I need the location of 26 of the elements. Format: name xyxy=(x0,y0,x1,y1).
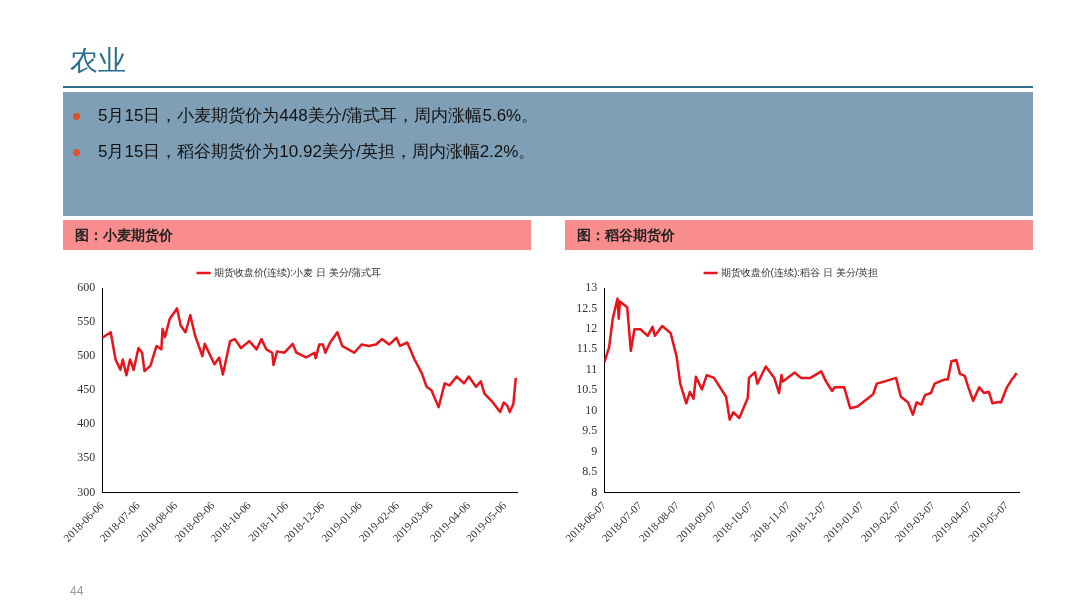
legend-label: 期货收盘价(连续):小麦 日 美分/蒲式耳 xyxy=(213,266,382,278)
y-tick-label: 10 xyxy=(585,402,598,417)
y-tick-label: 13 xyxy=(585,280,598,295)
y-tick-label: 12.5 xyxy=(576,300,598,315)
y-tick-label: 300 xyxy=(77,484,96,499)
text: 44 xyxy=(70,584,84,598)
text: 5月15日，小麦期货价为448美分/蒲式耳，周内涨幅5.6%。 xyxy=(98,106,539,125)
y-tick-label: 10.5 xyxy=(576,382,598,397)
chart-title: 图：小麦期货价 xyxy=(63,220,531,250)
y-tick-label: 11.5 xyxy=(576,341,598,356)
y-tick-label: 600 xyxy=(77,280,96,295)
legend-label: 期货收盘价(连续):稻谷 日 美分/英担 xyxy=(720,266,879,278)
y-tick-label: 12 xyxy=(585,321,598,336)
y-tick-label: 550 xyxy=(77,314,96,329)
y-tick-label: 400 xyxy=(77,416,96,431)
y-tick-label: 500 xyxy=(77,348,96,363)
y-tick-label: 9 xyxy=(591,443,598,458)
y-tick-label: 9.5 xyxy=(582,423,598,438)
y-tick-label: 8.5 xyxy=(582,464,598,479)
y-tick-label: 8 xyxy=(591,484,598,499)
text: 农业 xyxy=(70,44,126,78)
y-tick-label: 11 xyxy=(585,361,598,376)
chart-title: 图：稻谷期货价 xyxy=(565,220,1033,250)
y-tick-label: 450 xyxy=(77,382,96,397)
text: 5月15日，稻谷期货价为10.92美分/英担，周内涨幅2.2%。 xyxy=(98,142,536,161)
y-tick-label: 350 xyxy=(77,450,96,465)
